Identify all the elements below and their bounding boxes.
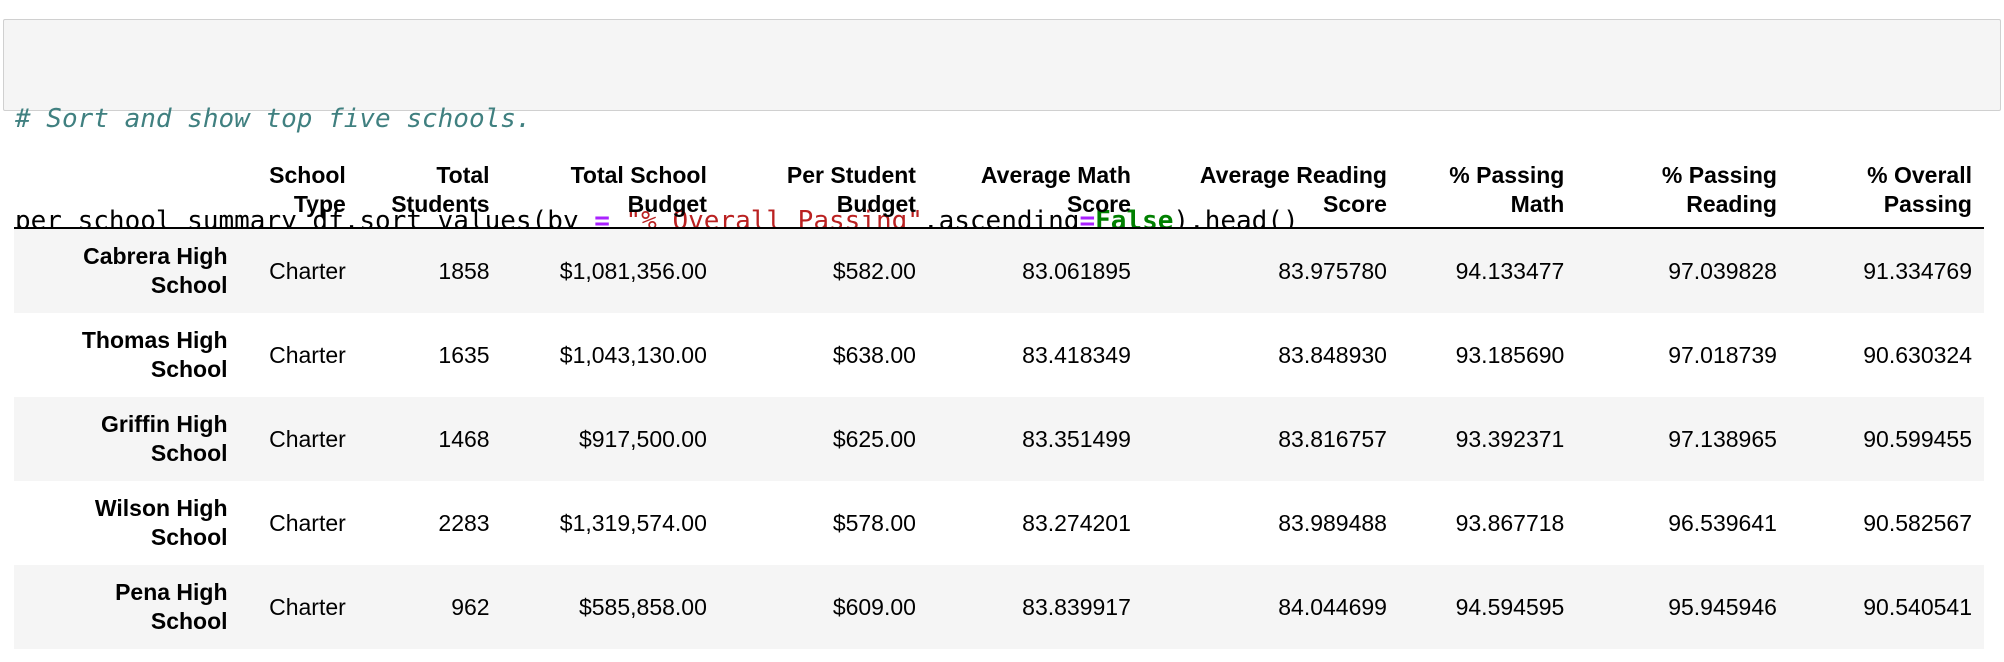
table-cell: Charter: [269, 341, 346, 368]
column-header: Per Student Budget: [718, 155, 928, 229]
table-cell: 93.867718: [1455, 509, 1565, 536]
code-cell-input[interactable]: # Sort and show top five schools. per_sc…: [3, 19, 2001, 236]
row-index-label: Thomas High School: [81, 327, 228, 382]
table-cell: Charter: [269, 425, 346, 452]
row-index-label: Griffin High School: [101, 411, 228, 466]
table-cell: 91.334769: [1863, 257, 1972, 284]
table-row: Wilson High School Charter 2283 $1,319,574.0…: [14, 481, 1984, 565]
table-cell: 96.539641: [1668, 509, 1777, 536]
row-index-label: Pena High School: [115, 579, 228, 634]
header-row: School Type Total Students Total School Bud…: [14, 155, 1984, 229]
column-header: % Passing Reading: [1576, 155, 1789, 229]
table-cell: 1635: [438, 341, 490, 368]
table-row: Cabrera High School Charter 1858 $1,081,356.…: [14, 228, 1984, 313]
dataframe-output-table: School Type Total Students Total School Bud…: [14, 155, 1984, 649]
column-header: Total School Budget: [501, 155, 719, 229]
table-cell: 83.061895: [1022, 257, 1131, 284]
table-cell: $585,858.00: [578, 593, 707, 620]
row-index-label: Wilson High School: [94, 495, 228, 550]
code-comment: # Sort and show top five schools.: [15, 104, 532, 134]
table-cell: $625.00: [832, 425, 916, 452]
table-row: Pena High School Charter 962 $585,858.00 $609…: [14, 565, 1984, 649]
table-cell: 1858: [438, 257, 490, 284]
table-cell: 93.392371: [1455, 425, 1565, 452]
table-cell: 90.582567: [1863, 509, 1972, 536]
table-cell: 90.599455: [1863, 425, 1972, 452]
table-cell: $638.00: [832, 341, 916, 368]
row-index-label: Cabrera High School: [83, 243, 228, 298]
table-cell: $582.00: [832, 257, 916, 284]
table-cell: Charter: [269, 509, 346, 536]
table-cell: 83.274201: [1022, 509, 1131, 536]
table-cell: 83.989488: [1278, 509, 1387, 536]
index-header: [14, 155, 240, 229]
table-cell: $1,043,130.00: [559, 341, 707, 368]
table-cell: $578.00: [832, 509, 916, 536]
table-cell: 97.138965: [1668, 425, 1777, 452]
table-cell: 83.839917: [1022, 593, 1131, 620]
table-cell: 962: [451, 593, 490, 620]
table-cell: Charter: [269, 593, 346, 620]
table-cell: 83.418349: [1022, 341, 1131, 368]
table-cell: 83.848930: [1278, 341, 1387, 368]
table-row: Thomas High School Charter 1635 $1,043,130.0…: [14, 313, 1984, 397]
table-cell: $609.00: [832, 593, 916, 620]
table-cell: 90.540541: [1863, 593, 1972, 620]
table-cell: 84.044699: [1278, 593, 1387, 620]
table-cell: 83.975780: [1278, 257, 1387, 284]
table-cell: $1,319,574.00: [559, 509, 707, 536]
column-header: Total Students: [357, 155, 502, 229]
table-cell: $1,081,356.00: [559, 257, 707, 284]
column-header: School Type: [239, 155, 358, 229]
table-cell: 83.816757: [1278, 425, 1387, 452]
table-cell: 97.018739: [1668, 341, 1777, 368]
table-body: Cabrera High School Charter 1858 $1,081,356.…: [14, 228, 1984, 649]
table-cell: 83.351499: [1022, 425, 1131, 452]
table-cell: 2283: [438, 509, 490, 536]
table-cell: 93.185690: [1455, 341, 1565, 368]
table-header: School Type Total Students Total School Bud…: [14, 155, 1984, 229]
column-header: Average Math Score: [927, 155, 1143, 229]
table-cell: 95.945946: [1668, 593, 1777, 620]
table-cell: 94.133477: [1455, 257, 1565, 284]
table-cell: 94.594595: [1455, 593, 1565, 620]
table-cell: 90.630324: [1863, 341, 1972, 368]
table-row: Griffin High School Charter 1468 $917,500.00…: [14, 397, 1984, 481]
table-cell: Charter: [269, 257, 346, 284]
column-header: % Passing Math: [1398, 155, 1577, 229]
table-cell: 1468: [438, 425, 490, 452]
table-cell: $917,500.00: [578, 425, 707, 452]
table-cell: 97.039828: [1668, 257, 1777, 284]
column-header: % Overall Passing: [1788, 155, 1984, 229]
column-header: Average Reading Score: [1142, 155, 1399, 229]
